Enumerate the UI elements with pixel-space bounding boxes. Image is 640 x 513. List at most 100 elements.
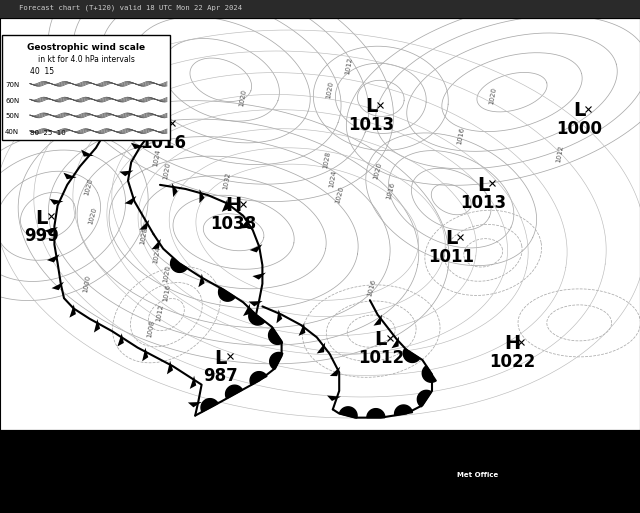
Text: 1020: 1020 [325, 81, 334, 100]
Text: L: L [214, 349, 227, 368]
Polygon shape [167, 361, 173, 374]
Text: 1016: 1016 [140, 134, 186, 152]
Polygon shape [392, 337, 399, 348]
Polygon shape [198, 273, 205, 287]
Text: 1020: 1020 [88, 206, 98, 225]
Polygon shape [152, 239, 161, 249]
Polygon shape [171, 259, 187, 272]
Text: L: L [573, 102, 586, 121]
Text: Geostrophic wind scale: Geostrophic wind scale [27, 43, 145, 52]
Text: © Crown Copyright: © Crown Copyright [508, 462, 582, 471]
Text: 1020: 1020 [488, 87, 497, 106]
Polygon shape [125, 196, 136, 205]
Polygon shape [52, 282, 64, 290]
Text: L: L [374, 330, 387, 349]
Polygon shape [131, 143, 145, 149]
Text: Met Office: Met Office [458, 472, 499, 479]
Text: L: L [157, 116, 170, 135]
Polygon shape [252, 272, 266, 280]
Polygon shape [142, 348, 148, 361]
Text: 1024: 1024 [328, 169, 337, 188]
Text: 1016: 1016 [456, 126, 465, 145]
Polygon shape [44, 227, 58, 234]
Text: L: L [445, 229, 458, 248]
Polygon shape [299, 323, 305, 336]
Text: 1022: 1022 [489, 353, 535, 371]
Text: 1011: 1011 [428, 248, 474, 266]
Polygon shape [367, 409, 385, 418]
Polygon shape [50, 199, 63, 205]
Text: 1020: 1020 [334, 186, 344, 205]
Text: 1012: 1012 [156, 303, 164, 322]
Bar [452, 432, 637, 485]
Polygon shape [330, 367, 340, 376]
Text: 1024: 1024 [152, 149, 161, 167]
Text: 40N: 40N [5, 129, 19, 135]
Polygon shape [417, 390, 431, 407]
Bar [0, 0, 640, 18]
Text: 1012: 1012 [344, 56, 353, 75]
Polygon shape [225, 385, 243, 399]
Text: Forecast chart (T+120) valid 18 UTC Mon 22 Apr 2024: Forecast chart (T+120) valid 18 UTC Mon … [19, 5, 243, 11]
Polygon shape [219, 287, 235, 301]
Text: 50N: 50N [5, 113, 19, 120]
Text: L: L [477, 175, 490, 194]
Bar [453, 433, 503, 484]
Text: L: L [365, 97, 378, 116]
Text: 60N: 60N [5, 97, 19, 104]
Polygon shape [374, 314, 382, 326]
Polygon shape [149, 119, 162, 126]
Text: 1020: 1020 [122, 93, 132, 112]
Text: 987: 987 [204, 367, 238, 385]
Polygon shape [222, 199, 228, 212]
Text: 1024: 1024 [152, 246, 161, 264]
Polygon shape [250, 371, 267, 385]
Text: 1020: 1020 [162, 265, 171, 284]
Text: 1016: 1016 [162, 284, 171, 303]
Polygon shape [188, 402, 202, 407]
Bar [2, 35, 170, 140]
Text: 999: 999 [24, 227, 59, 245]
Text: 1012: 1012 [358, 349, 404, 367]
Polygon shape [63, 173, 77, 179]
Polygon shape [200, 189, 205, 203]
Text: 1013: 1013 [460, 194, 506, 212]
Polygon shape [327, 396, 341, 401]
Polygon shape [140, 220, 149, 230]
Text: 1000: 1000 [82, 274, 91, 293]
Polygon shape [81, 150, 93, 156]
Polygon shape [240, 218, 249, 229]
Text: 1020: 1020 [372, 161, 383, 180]
Polygon shape [201, 399, 218, 412]
Text: 1000: 1000 [556, 120, 602, 138]
Text: 1020: 1020 [162, 161, 171, 180]
Polygon shape [250, 244, 262, 252]
Text: 1016: 1016 [385, 182, 396, 201]
Polygon shape [249, 301, 262, 306]
Text: 1013: 1013 [348, 116, 394, 134]
Polygon shape [403, 349, 420, 363]
Polygon shape [172, 183, 178, 197]
Text: 1008: 1008 [146, 320, 155, 339]
Text: 80  25  10: 80 25 10 [30, 130, 66, 136]
Polygon shape [69, 304, 76, 318]
Polygon shape [339, 407, 357, 418]
Text: 70N: 70N [5, 82, 19, 88]
Polygon shape [47, 254, 60, 263]
Polygon shape [269, 328, 282, 344]
Text: 40  15: 40 15 [30, 67, 54, 76]
Text: 1028: 1028 [140, 226, 148, 245]
Polygon shape [269, 352, 283, 369]
Polygon shape [395, 405, 412, 416]
Text: 1012: 1012 [556, 145, 564, 163]
Polygon shape [317, 342, 325, 353]
Polygon shape [190, 376, 196, 389]
Polygon shape [249, 310, 265, 325]
Text: 1038: 1038 [211, 215, 257, 233]
Text: 1028: 1028 [322, 151, 331, 169]
Polygon shape [117, 333, 124, 346]
Text: 1032: 1032 [223, 171, 232, 190]
Text: in kt for 4.0 hPa intervals: in kt for 4.0 hPa intervals [38, 55, 134, 64]
Text: 1020: 1020 [239, 89, 248, 108]
Polygon shape [276, 309, 282, 323]
